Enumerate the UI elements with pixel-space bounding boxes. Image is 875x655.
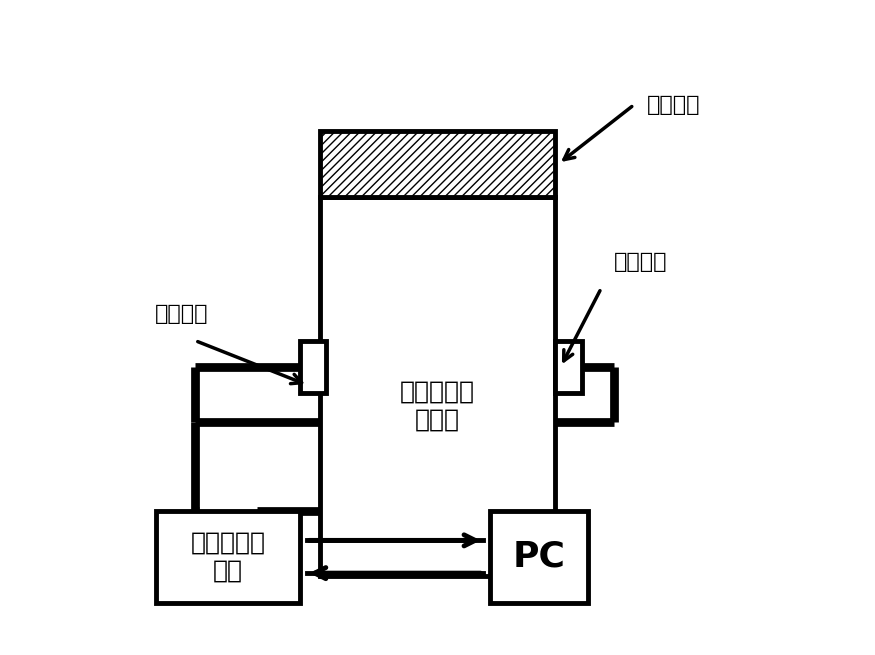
Bar xyxy=(319,131,556,196)
Text: 同轴电缆: 同轴电缆 xyxy=(155,305,209,324)
Text: 矢量网灶分
析仪: 矢量网灶分 析仪 xyxy=(191,531,265,583)
Bar xyxy=(156,511,300,603)
Bar xyxy=(490,511,588,603)
Text: 同轴开放式
谐振腔: 同轴开放式 谐振腔 xyxy=(400,379,475,432)
Text: PC: PC xyxy=(513,540,565,574)
Bar xyxy=(556,341,582,393)
Text: 耦合装置: 耦合装置 xyxy=(613,252,668,272)
Bar xyxy=(319,196,556,576)
Text: 待测样品: 待测样品 xyxy=(648,95,701,115)
Bar xyxy=(300,341,326,393)
